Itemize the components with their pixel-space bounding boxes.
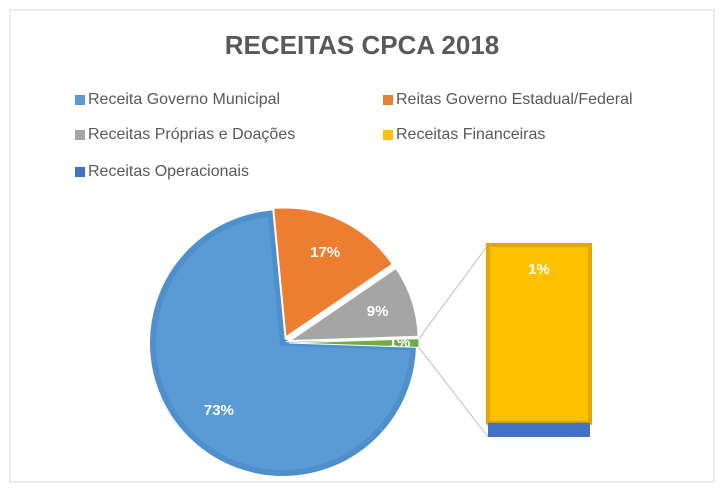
pie-slice-other [288,338,420,348]
connector [418,347,489,438]
data-label: 9% [367,303,389,320]
legend-label: Receita Governo Municipal [88,91,280,108]
legend-label: Receitas Operacionais [88,163,249,180]
legend-swatch [75,130,85,140]
legend-swatch [383,130,393,140]
bar-segment [488,422,590,437]
data-label: 73% [204,402,234,419]
legend-swatch [75,167,85,177]
legend-label: Receitas Próprias e Doações [88,126,295,143]
chart-title: RECEITAS CPCA 2018 [225,30,500,60]
pie-slice [285,266,420,343]
bar-segment [486,243,592,425]
legend-label: Reitas Governo Estadual/Federal [396,91,633,108]
legend-swatch [75,95,85,105]
legend-label: Receitas Financeiras [396,126,545,143]
pie-slice [272,206,395,340]
data-label: 17% [310,244,340,261]
data-label: 1% [389,334,411,351]
data-label: 1% [528,261,550,278]
pie-slice [150,210,417,476]
connector [418,244,489,339]
legend-swatch [383,95,393,105]
